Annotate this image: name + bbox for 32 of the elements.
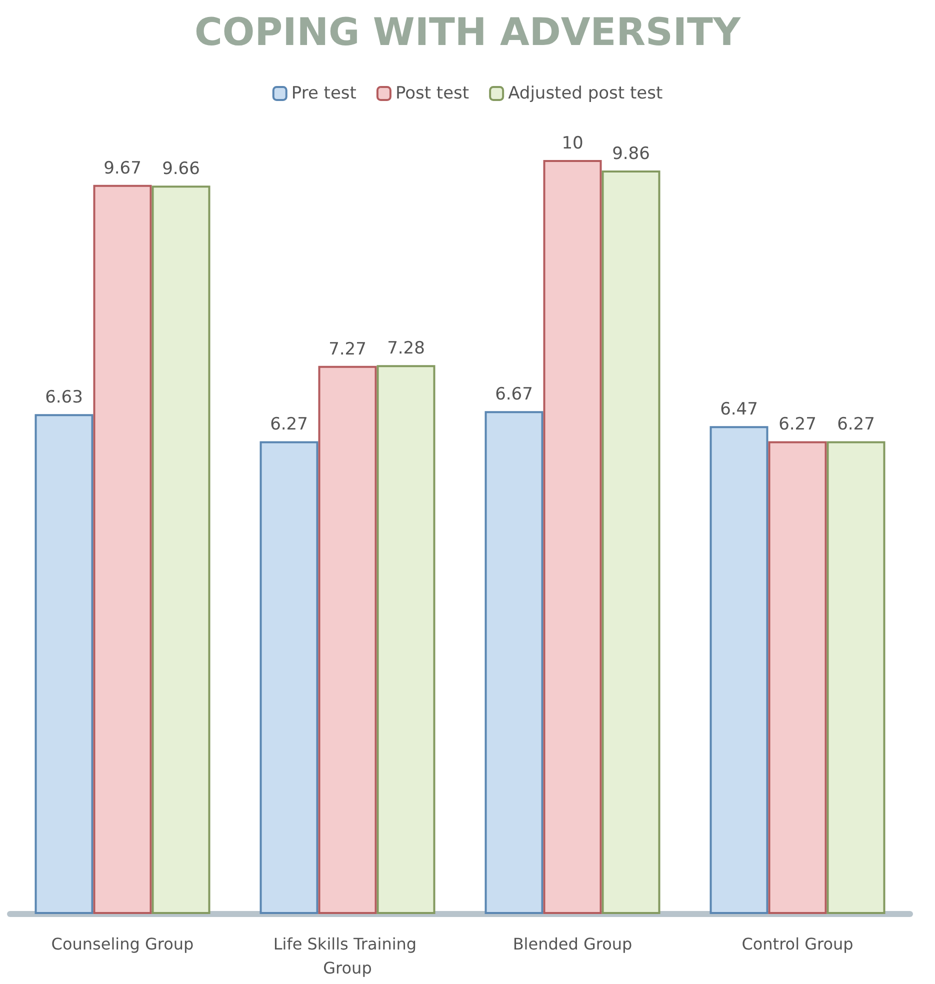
bar [93, 184, 152, 914]
data-label: 6.67 [495, 384, 533, 405]
x-tick-label: Counseling Group [51, 934, 194, 954]
data-label: 6.27 [778, 414, 816, 435]
bar [318, 366, 377, 914]
x-tick-label: Control Group [742, 934, 854, 954]
data-label: 6.27 [837, 414, 875, 435]
bar [260, 441, 318, 914]
chart-title: COPING WITH ADVERSITY [194, 10, 741, 54]
data-label: 7.27 [328, 339, 366, 360]
data-label: 7.28 [387, 338, 425, 359]
legend-label: Pre test [291, 84, 357, 104]
bar [34, 414, 94, 914]
legend-label: Adjusted post test [508, 84, 663, 104]
data-label: 6.47 [720, 400, 758, 420]
data-label: 9.67 [104, 158, 142, 178]
bar [826, 441, 886, 914]
x-tick-label: Life Skills Training Group [273, 934, 422, 978]
bar [376, 365, 436, 914]
bar [543, 160, 602, 914]
bar [768, 441, 827, 914]
x-tick-label: Blended Group [512, 934, 632, 954]
legend-label: Post test [395, 84, 470, 104]
bar [710, 426, 768, 914]
data-label: 9.86 [612, 144, 650, 164]
bar [152, 186, 210, 914]
data-label: 6.27 [270, 414, 308, 435]
data-label: 10 [562, 134, 584, 154]
data-label: 6.63 [45, 388, 83, 408]
bar [484, 411, 544, 914]
bar [602, 170, 660, 914]
data-label: 9.66 [162, 159, 200, 180]
